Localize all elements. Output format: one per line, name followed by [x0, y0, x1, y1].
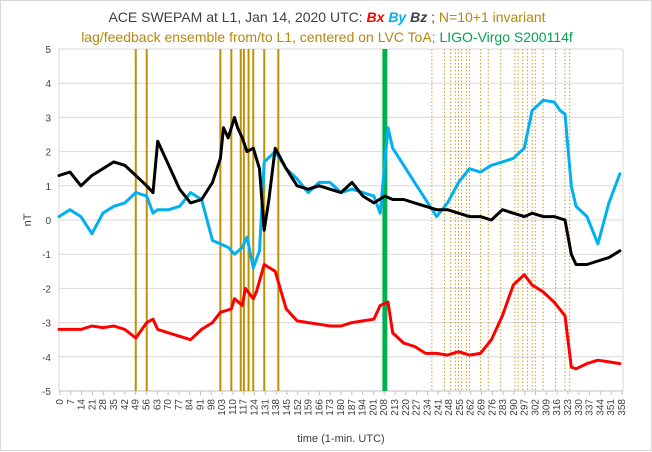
series-by-line — [57, 98, 622, 270]
x-tick-label: 145 — [282, 399, 293, 416]
x-tick-label: 138 — [271, 399, 282, 416]
title-prefix: ACE SWEPAM at L1, Jan 14, 2020 UTC: — [108, 9, 367, 25]
x-tick-label: 98 — [206, 399, 217, 411]
x-tick-label: 248 — [444, 399, 455, 416]
x-tick-label: 187 — [347, 399, 358, 416]
x-tick-label: 56 — [141, 399, 152, 411]
x-tick-label: 159 — [304, 399, 315, 416]
y-tick-label: -2 — [42, 284, 51, 295]
x-tick-label: 330 — [574, 399, 585, 416]
x-tick-label: 84 — [185, 399, 196, 411]
x-tick-label: 269 — [477, 399, 488, 416]
y-tick-label: 0 — [45, 216, 51, 227]
x-tick-label: 262 — [466, 399, 477, 416]
chart-title: ACE SWEPAM at L1, Jan 14, 2020 UTC: Bx B… — [1, 7, 652, 47]
title-by-label: By — [388, 9, 407, 25]
x-tick-label: 110 — [228, 399, 239, 415]
y-tick-label: -1 — [42, 250, 51, 261]
x-tick-label: 103 — [217, 399, 228, 416]
x-tick-label: 70 — [163, 399, 174, 411]
x-tick-label: 28 — [98, 399, 109, 411]
x-tick-label: 344 — [595, 399, 606, 416]
title-lvc: LIGO-Virgo S200114f — [439, 29, 573, 45]
x-tick-label: 255 — [455, 399, 466, 416]
x-tick-label: 283 — [498, 399, 509, 416]
y-tick-label: 3 — [45, 113, 51, 124]
x-tick-label: 316 — [552, 399, 563, 416]
y-tick-label: 1 — [45, 182, 51, 193]
x-tick-label: 241 — [433, 399, 444, 416]
title-bx-label: Bx — [366, 9, 385, 25]
x-tick-label: 91 — [196, 399, 207, 411]
x-tick-label: 21 — [87, 399, 98, 411]
y-tick-label: -5 — [42, 387, 51, 398]
x-tick-label: 290 — [509, 399, 520, 416]
x-tick-label: 351 — [606, 399, 617, 416]
x-tick-label: 302 — [531, 399, 542, 416]
x-tick-label: 234 — [422, 399, 433, 416]
title-bz-label: Bz — [410, 9, 428, 25]
series-bx-line — [57, 263, 622, 371]
x-tick-label: 180 — [336, 399, 347, 416]
x-tick-label: 7 — [66, 399, 77, 405]
title-line-1: ACE SWEPAM at L1, Jan 14, 2020 UTC: Bx B… — [1, 7, 652, 27]
x-tick-label: 337 — [585, 399, 596, 416]
x-tick-label: 227 — [412, 399, 423, 416]
title-line-2: lag/feedback ensemble from/to L1, center… — [1, 27, 652, 47]
x-tick-label: 173 — [325, 399, 336, 416]
x-tick-label: 117 — [239, 399, 250, 415]
x-tick-label: 124 — [250, 399, 261, 416]
x-tick-label: 213 — [390, 399, 401, 416]
x-tick-label: 201 — [368, 399, 379, 416]
x-tick-label: 49 — [131, 399, 142, 411]
x-tick-label: 194 — [358, 399, 369, 416]
x-tick-label: 77 — [174, 399, 185, 411]
y-tick-label: -4 — [42, 353, 51, 364]
x-tick-label: 14 — [77, 399, 88, 411]
x-tick-label: 358 — [617, 399, 628, 416]
y-tick-label: 2 — [45, 148, 51, 159]
title-separator: ; — [427, 9, 439, 25]
x-axis-title: time (1-min. UTC) — [297, 433, 384, 445]
x-tick-label: 208 — [379, 399, 390, 416]
x-tick-label: 131 — [260, 399, 271, 416]
title-invariant: N=10+1 invariant — [438, 9, 546, 25]
y-tick-label: 4 — [45, 79, 51, 90]
x-tick-label: 276 — [487, 399, 498, 416]
title-ensemble: lag/feedback ensemble from/to L1, center… — [81, 29, 440, 45]
x-tick-label: 220 — [401, 399, 412, 416]
y-tick-label: -3 — [42, 319, 51, 330]
x-tick-label: 297 — [520, 399, 531, 416]
x-tick-label: 166 — [314, 399, 325, 416]
x-tick-label: 0 — [55, 399, 66, 405]
x-tick-label: 152 — [293, 399, 304, 416]
y-tick-label: 5 — [45, 45, 51, 56]
y-axis-title: nT — [22, 213, 34, 226]
x-tick-label: 309 — [541, 399, 552, 416]
x-tick-label: 35 — [109, 399, 120, 411]
series-bz-line — [57, 115, 622, 266]
x-tick-label: 323 — [563, 399, 574, 416]
x-tick-label: 63 — [152, 399, 163, 411]
x-tick-label: 42 — [120, 399, 131, 411]
